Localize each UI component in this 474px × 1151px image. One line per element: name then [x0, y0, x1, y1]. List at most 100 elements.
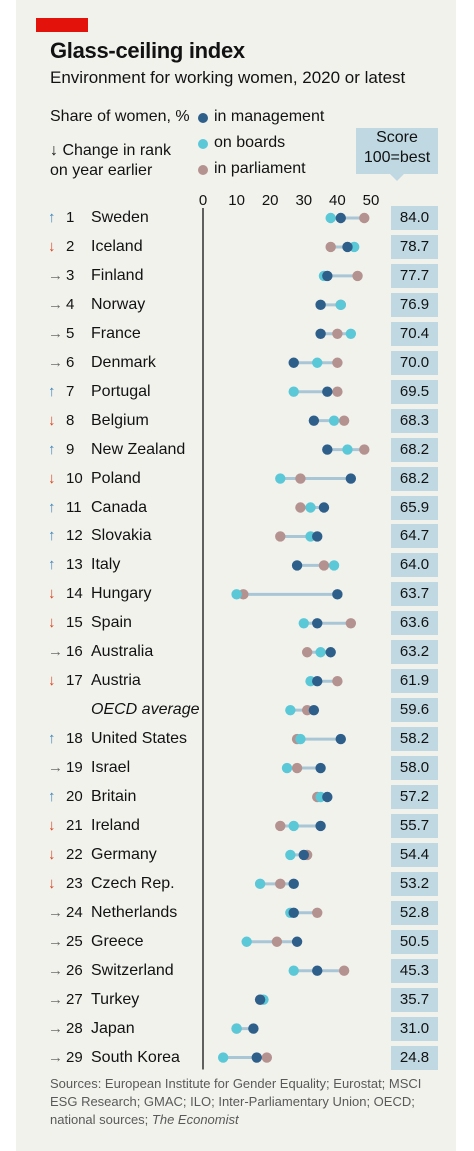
rank-number: 7 — [66, 382, 75, 400]
rank-number: 27 — [66, 990, 83, 1008]
rank-change-same-icon: → — [48, 266, 63, 284]
point-parliament — [359, 444, 370, 455]
rank-number: 24 — [66, 903, 83, 921]
rank-number: 11 — [66, 498, 82, 516]
country-label: OECD average — [91, 701, 200, 719]
rank-number: 18 — [66, 730, 83, 748]
point-boards — [298, 618, 309, 629]
score-value: 65.9 — [391, 495, 438, 520]
rank-change-down-icon: ↓ — [48, 874, 56, 892]
score-header-title: Score — [376, 129, 418, 146]
rank-change-same-icon: → — [48, 353, 63, 371]
sources-note: Sources: European Institute for Gender E… — [50, 1075, 440, 1129]
point-management — [291, 560, 303, 571]
score-value: 77.7 — [391, 263, 438, 288]
point-boards — [288, 965, 299, 976]
score-value: 45.3 — [391, 958, 438, 983]
rank-change-same-icon: → — [48, 903, 63, 921]
rank-number: 4 — [66, 295, 75, 313]
point-management — [322, 791, 333, 803]
rank-number: 15 — [66, 614, 83, 632]
rank-number: 3 — [66, 266, 75, 284]
point-management — [345, 473, 357, 484]
chart-title: Glass-ceiling index — [50, 38, 245, 63]
point-boards — [312, 357, 323, 368]
rank-change-up-icon: ↑ — [48, 440, 56, 458]
score-header: Score 100=best — [356, 128, 438, 181]
score-value: 64.0 — [391, 553, 438, 578]
x-tick-label: 0 — [199, 192, 207, 209]
rank-change-down-icon: ↓ — [48, 845, 56, 863]
point-boards — [315, 647, 326, 658]
rank-change-down-icon: ↓ — [48, 816, 56, 834]
rank-number: 10 — [66, 469, 83, 487]
point-management — [335, 212, 346, 224]
point-management — [322, 270, 333, 282]
rank-number: 8 — [66, 411, 75, 429]
rank-change-up-icon: ↑ — [48, 730, 56, 748]
score-value: 57.2 — [391, 785, 438, 809]
rank-number: 16 — [66, 643, 83, 661]
country-label: Japan — [91, 1019, 135, 1037]
point-parliament — [271, 936, 283, 947]
x-tick-label: 50 — [363, 192, 380, 209]
score-value: 59.6 — [391, 698, 438, 723]
country-label: Iceland — [91, 237, 143, 255]
point-boards — [305, 502, 316, 513]
sources-publisher: The Economist — [151, 1112, 239, 1127]
point-parliament — [291, 762, 303, 774]
rank-number: 9 — [66, 440, 75, 458]
point-management — [312, 531, 323, 542]
rank-change-down-icon: ↓ — [48, 585, 56, 603]
rank-change-up-icon: ↑ — [48, 527, 56, 545]
point-parliament — [332, 328, 343, 339]
score-value: 63.7 — [391, 582, 438, 607]
country-label: Norway — [91, 295, 146, 313]
country-label: Australia — [91, 643, 154, 661]
country-label: Belgium — [91, 411, 149, 429]
point-parliament — [345, 618, 357, 629]
point-parliament — [352, 270, 363, 282]
point-boards — [275, 473, 286, 484]
point-management — [288, 878, 299, 890]
rank-change-down-icon: ↓ — [48, 672, 56, 690]
point-management — [248, 1023, 259, 1034]
rank-change-up-icon: ↑ — [48, 209, 56, 226]
point-boards — [342, 444, 353, 455]
rank-number: 1 — [66, 209, 75, 226]
brand-tab — [36, 18, 88, 32]
score-value: 69.5 — [391, 379, 438, 404]
rank-change-up-icon: ↑ — [48, 498, 56, 516]
rank-change-down-icon: ↓ — [48, 237, 56, 255]
point-parliament — [332, 357, 343, 368]
rank-number: 6 — [66, 353, 75, 371]
point-boards — [328, 560, 340, 571]
point-management — [308, 415, 320, 426]
point-management — [322, 386, 333, 397]
legend-boards-label: on boards — [214, 134, 286, 151]
point-parliament — [325, 241, 336, 253]
point-parliament — [312, 907, 323, 918]
point-parliament — [295, 502, 306, 513]
country-label: Britain — [91, 788, 137, 805]
country-label: Germany — [91, 845, 157, 863]
rank-number: 25 — [66, 932, 83, 950]
score-value: 53.2 — [391, 871, 438, 896]
country-label: Finland — [91, 266, 144, 284]
point-boards — [345, 328, 357, 339]
country-label: Slovakia — [91, 527, 152, 545]
point-boards — [241, 936, 252, 947]
rank-change-same-icon: → — [48, 1019, 63, 1037]
rank-number: 12 — [66, 527, 83, 545]
point-parliament — [261, 1052, 273, 1063]
rank-change-same-icon: → — [48, 1048, 63, 1066]
score-value: 24.8 — [391, 1045, 438, 1070]
x-tick-label: 30 — [295, 192, 312, 209]
rank-change-same-icon: → — [48, 932, 63, 950]
point-boards — [325, 212, 336, 224]
legend-boards-dot — [198, 139, 208, 149]
point-boards — [295, 733, 306, 745]
rank-change-same-icon: → — [48, 759, 63, 777]
point-management — [315, 762, 326, 774]
rank-number: 23 — [66, 874, 83, 892]
